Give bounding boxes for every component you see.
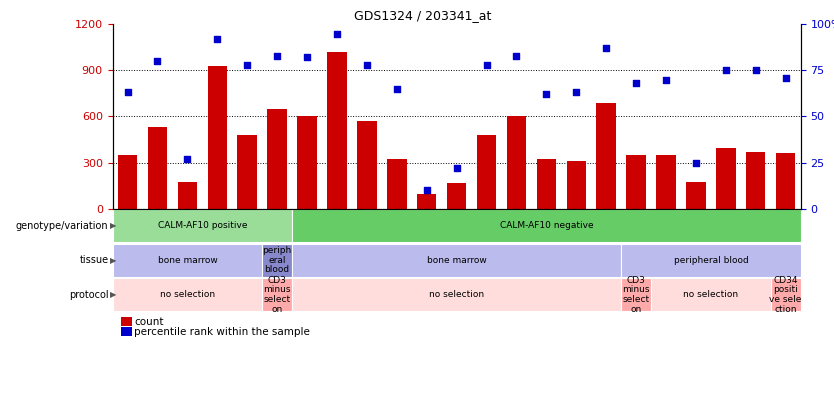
Bar — [566, 161, 586, 209]
Bar — [771, 278, 801, 311]
Point — [300, 54, 314, 61]
Bar — [113, 244, 262, 277]
Bar — [477, 135, 496, 209]
Text: CD3
minus
select
on: CD3 minus select on — [264, 275, 291, 314]
Text: CD34
positi
ve sele
ction: CD34 positi ve sele ction — [770, 275, 801, 314]
Bar — [656, 155, 676, 209]
Bar — [292, 278, 621, 311]
Point — [151, 58, 164, 64]
Text: ▶: ▶ — [110, 221, 117, 230]
Text: no selection: no selection — [429, 290, 485, 299]
Bar — [262, 244, 292, 277]
Bar — [268, 109, 287, 209]
Text: genotype/variation: genotype/variation — [16, 221, 108, 231]
Point — [719, 67, 732, 74]
Bar — [238, 135, 257, 209]
Point — [420, 187, 434, 193]
Point — [570, 89, 583, 96]
Bar — [292, 209, 801, 242]
Point — [450, 165, 463, 171]
Bar — [178, 183, 197, 209]
Title: GDS1324 / 203341_at: GDS1324 / 203341_at — [354, 9, 491, 22]
Point — [121, 89, 134, 96]
Bar — [621, 278, 651, 311]
Bar — [626, 155, 646, 209]
Bar — [297, 117, 317, 209]
Bar — [113, 209, 292, 242]
Point — [630, 80, 643, 87]
Point — [749, 67, 762, 74]
Point — [480, 62, 493, 68]
Bar — [387, 160, 406, 209]
Bar — [118, 155, 138, 209]
Bar — [651, 278, 771, 311]
Bar — [536, 160, 556, 209]
Bar — [716, 148, 736, 209]
Bar — [507, 117, 526, 209]
Text: ▶: ▶ — [110, 256, 117, 265]
Bar — [208, 66, 227, 209]
Text: tissue: tissue — [79, 255, 108, 265]
Point — [211, 36, 224, 42]
Point — [240, 62, 254, 68]
Bar — [148, 127, 167, 209]
Text: CALM-AF10 negative: CALM-AF10 negative — [500, 221, 593, 230]
Point — [360, 62, 374, 68]
Text: bone marrow: bone marrow — [158, 256, 217, 265]
Text: CALM-AF10 positive: CALM-AF10 positive — [158, 221, 247, 230]
Bar — [686, 183, 706, 209]
Point — [510, 52, 523, 59]
Text: bone marrow: bone marrow — [427, 256, 486, 265]
Text: protocol: protocol — [68, 290, 108, 300]
Point — [390, 85, 404, 92]
Bar — [776, 153, 796, 209]
Bar — [447, 183, 466, 209]
Bar — [621, 244, 801, 277]
Point — [600, 45, 613, 51]
Bar — [262, 278, 292, 311]
Point — [540, 91, 553, 98]
Text: no selection: no selection — [683, 290, 738, 299]
Point — [689, 159, 702, 166]
Bar — [292, 244, 621, 277]
Point — [779, 75, 792, 81]
Bar — [357, 121, 377, 209]
Text: count: count — [134, 317, 163, 326]
Bar — [417, 194, 436, 209]
Bar — [113, 278, 262, 311]
Text: periph
eral
blood: periph eral blood — [263, 246, 292, 275]
Point — [330, 30, 344, 37]
Bar — [327, 52, 347, 209]
Point — [270, 52, 284, 59]
Point — [181, 156, 194, 162]
Text: peripheral blood: peripheral blood — [674, 256, 748, 265]
Bar — [596, 102, 616, 209]
Text: CD3
minus
select
on: CD3 minus select on — [622, 275, 650, 314]
Bar — [746, 152, 766, 209]
Text: percentile rank within the sample: percentile rank within the sample — [134, 327, 310, 337]
Text: no selection: no selection — [160, 290, 215, 299]
Text: ▶: ▶ — [110, 290, 117, 299]
Point — [660, 76, 673, 83]
